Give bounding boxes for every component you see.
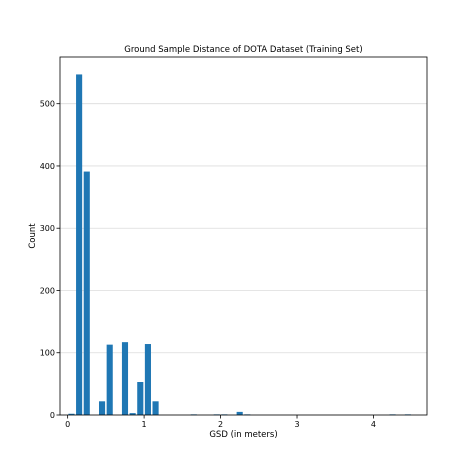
y-tick-label-200: 200 (40, 286, 55, 295)
bar-9 (152, 401, 159, 415)
chart-title: Ground Sample Distance of DOTA Dataset (… (124, 45, 362, 55)
plot-frame (59, 56, 428, 416)
x-axis-label: GSD (in meters) (209, 430, 277, 440)
y-tick-label-500: 500 (40, 100, 55, 109)
x-tick-label-1: 1 (142, 420, 147, 429)
y-tick-label-300: 300 (40, 224, 55, 233)
x-tick-label-2: 2 (218, 420, 223, 429)
y-tick-label-0: 0 (50, 411, 55, 420)
x-tick-label-3: 3 (294, 420, 299, 429)
bar-1 (76, 74, 83, 415)
bar-7 (137, 382, 144, 415)
y-axis-ticks: 0 100 200 300 400 500 (40, 100, 60, 420)
x-tick-label-4: 4 (371, 420, 376, 429)
x-tick-label-0: 0 (65, 420, 70, 429)
bar-8 (144, 344, 151, 415)
x-axis-ticks: 0 1 2 3 4 (65, 415, 376, 429)
bar-2 (83, 171, 90, 415)
bar-4 (106, 344, 113, 415)
y-axis-label: Count (28, 223, 38, 249)
bar-3 (98, 401, 106, 415)
gridlines (60, 103, 427, 416)
y-tick-label-100: 100 (40, 349, 55, 358)
bar-0 (68, 413, 75, 415)
bar-6 (129, 413, 136, 415)
bar-13 (236, 411, 243, 415)
bars (68, 74, 411, 416)
y-tick-label-400: 400 (40, 162, 55, 171)
bar-5 (121, 342, 129, 415)
